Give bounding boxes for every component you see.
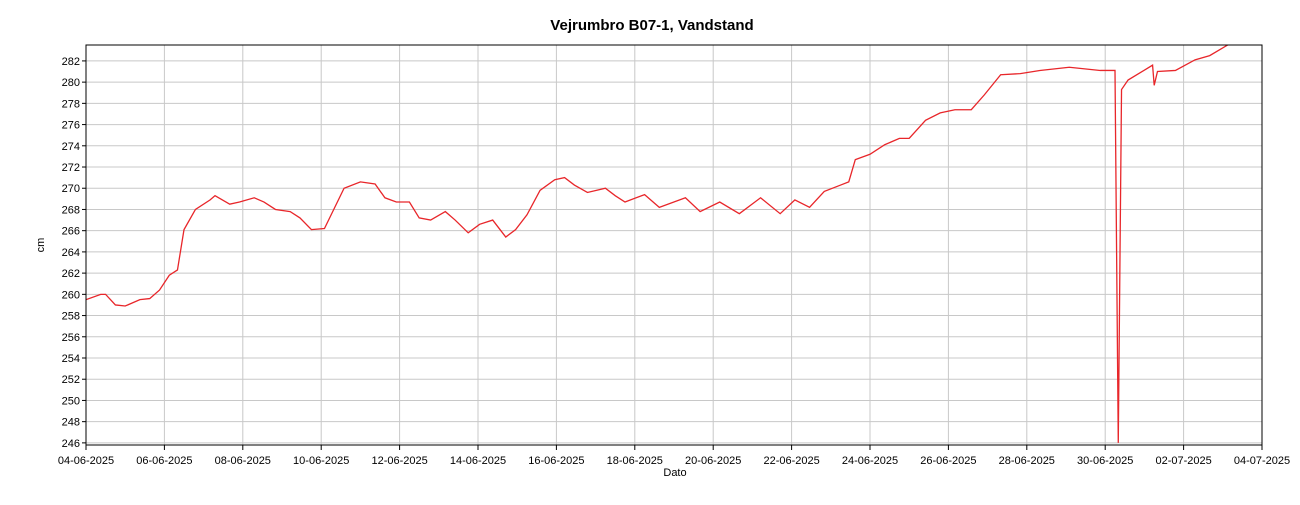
y-tick-label: 260 xyxy=(62,289,80,301)
y-tick-label: 252 xyxy=(62,374,80,386)
x-tick-label: 08-06-2025 xyxy=(215,455,271,467)
x-tick-label: 24-06-2025 xyxy=(842,455,898,467)
x-tick-label: 12-06-2025 xyxy=(371,455,427,467)
chart-title: Vejrumbro B07-1, Vandstand xyxy=(550,17,753,34)
grid xyxy=(82,45,1263,450)
x-tick-label: 14-06-2025 xyxy=(450,455,506,467)
y-tick-label: 248 xyxy=(62,417,80,429)
y-tick-label: 256 xyxy=(62,332,80,344)
plot-area xyxy=(86,45,1229,443)
y-tick-label: 282 xyxy=(62,56,80,68)
x-tick-label: 20-06-2025 xyxy=(685,455,741,467)
y-tick-label: 268 xyxy=(62,204,80,216)
x-tick-label: 04-06-2025 xyxy=(58,455,114,467)
x-tick-label: 28-06-2025 xyxy=(999,455,1055,467)
y-tick-label: 266 xyxy=(62,226,80,238)
x-tick-label: 22-06-2025 xyxy=(763,455,819,467)
x-tick-label: 02-07-2025 xyxy=(1155,455,1211,467)
x-tick-label: 04-07-2025 xyxy=(1234,455,1290,467)
y-tick-label: 254 xyxy=(62,353,80,365)
y-tick-label: 280 xyxy=(62,77,80,89)
y-tick-label: 272 xyxy=(62,162,80,174)
y-tick-label: 264 xyxy=(62,247,80,259)
x-tick-label: 06-06-2025 xyxy=(136,455,192,467)
y-tick-label: 250 xyxy=(62,395,80,407)
y-tick-label: 278 xyxy=(62,98,80,110)
y-tick-label: 270 xyxy=(62,183,80,195)
x-tick-label: 10-06-2025 xyxy=(293,455,349,467)
y-tick-label: 246 xyxy=(62,438,80,450)
y-tick-label: 262 xyxy=(62,268,80,280)
x-tick-label: 26-06-2025 xyxy=(920,455,976,467)
plot-frame xyxy=(85,44,1263,446)
x-tick-label: 30-06-2025 xyxy=(1077,455,1133,467)
x-axis-label: Dato xyxy=(663,467,686,479)
x-tick-label: 18-06-2025 xyxy=(607,455,663,467)
y-tick-label: 258 xyxy=(62,311,80,323)
y-tick-label: 274 xyxy=(62,141,80,153)
x-tick-label: 16-06-2025 xyxy=(528,455,584,467)
data-line xyxy=(86,45,1229,443)
y-tick-label: 276 xyxy=(62,120,80,132)
y-axis-label: cm xyxy=(35,238,47,253)
